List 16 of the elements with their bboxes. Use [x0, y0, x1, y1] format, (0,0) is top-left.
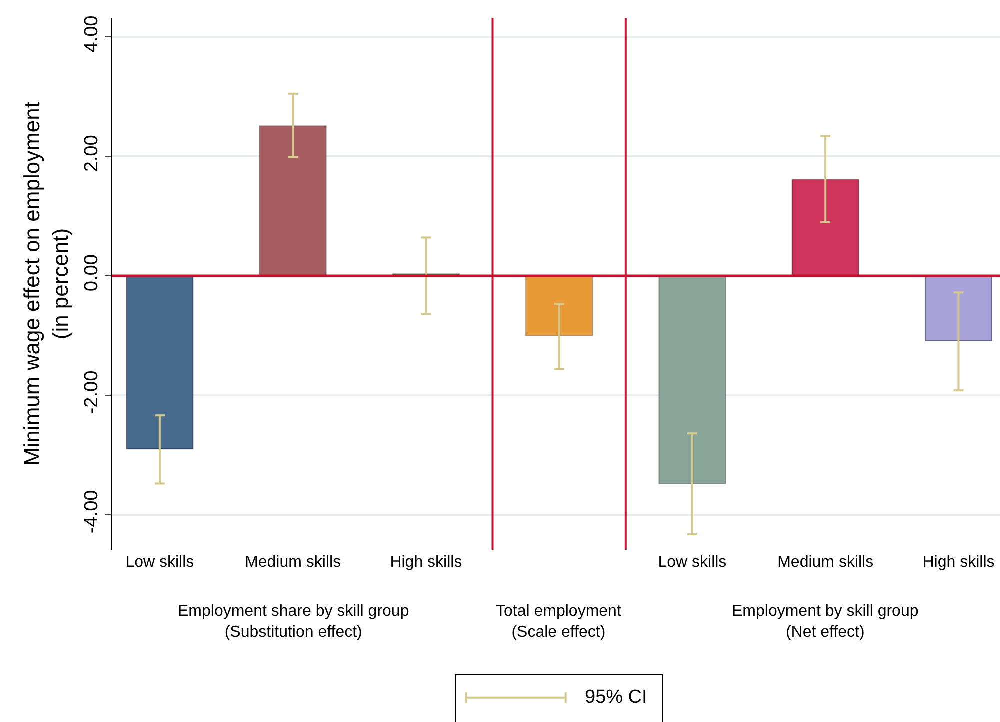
- text: Employment by skill group (Net effect): [732, 603, 919, 641]
- text: Employment share by skill group (Substitution effect): [178, 603, 410, 641]
- x-tick-label: High skills: [390, 554, 462, 571]
- y-tick-label: 2.00: [81, 135, 102, 172]
- y-tick-label: -4.00: [81, 490, 102, 534]
- y-tick-label: -2.00: [81, 370, 102, 414]
- x-tick-label: Medium skills: [778, 554, 874, 571]
- x-tick-label: High skills: [922, 554, 995, 571]
- x-tick-label: Medium skills: [245, 554, 342, 571]
- text: 95% CI: [585, 687, 648, 708]
- y-tick-label: 0.00: [81, 254, 102, 292]
- text: Total employment (Scale effect): [496, 603, 622, 641]
- y-tick-label: 4.00: [81, 16, 102, 53]
- x-tick-label: Low skills: [126, 554, 194, 571]
- x-tick-label: Low skills: [658, 554, 727, 571]
- y-axis-title: Minimum wage effect on employment (in percent): [20, 102, 74, 466]
